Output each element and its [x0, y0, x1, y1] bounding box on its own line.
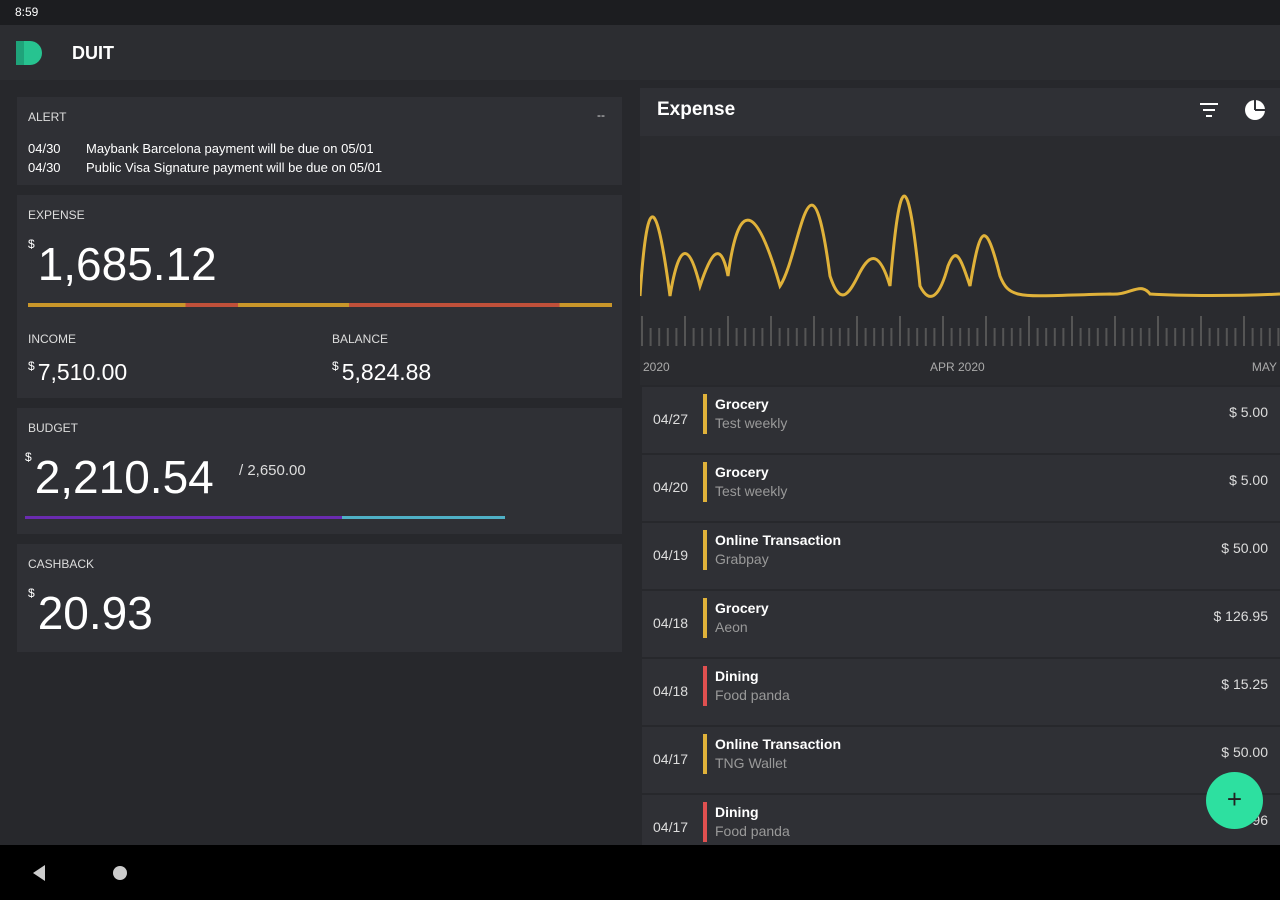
note: Food panda: [715, 823, 790, 839]
amount: $ 50.00: [1221, 540, 1268, 556]
amount: $ 15.25: [1221, 676, 1268, 692]
axis-label: 2020: [643, 360, 670, 374]
category-bar: [703, 598, 707, 638]
alert-card: ALERT -- 04/30 Maybank Barcelona payment …: [17, 97, 622, 185]
nav-bar: [0, 845, 1280, 900]
date: 04/20: [653, 479, 689, 495]
date: 04/17: [653, 819, 689, 835]
nav-buttons[interactable]: [30, 863, 140, 883]
note: Test weekly: [715, 483, 788, 499]
amount: $ 5.00: [1229, 472, 1268, 488]
currency: $: [25, 450, 32, 464]
budget-label: BUDGET: [28, 421, 79, 435]
currency: $: [28, 586, 35, 600]
category: Grocery: [715, 600, 769, 616]
category: Grocery: [715, 396, 769, 412]
budget-card: BUDGET $2,210.54 / 2,650.00: [17, 408, 622, 534]
note: TNG Wallet: [715, 755, 787, 771]
date: 04/27: [653, 411, 689, 427]
expense-sparkline: [640, 194, 1280, 346]
category-bar: [703, 462, 707, 502]
amount: 20.93: [37, 587, 153, 639]
alert-list: 04/30 Maybank Barcelona payment will be d…: [28, 139, 382, 177]
date: 04/19: [653, 547, 689, 563]
note: Aeon: [715, 619, 748, 635]
alert-item: 04/30 Public Visa Signature payment will …: [28, 158, 382, 177]
chart-panel: Expense 2020 APR 2020 MAY: [640, 88, 1280, 385]
axis-label: MAY: [1251, 360, 1277, 374]
category: Online Transaction: [715, 736, 842, 752]
amount: 7,510.00: [37, 359, 128, 385]
cashback-amount: $20.93: [28, 586, 153, 640]
category-bar: [703, 530, 707, 570]
currency: $: [332, 359, 339, 373]
chart-title: Expense: [657, 99, 736, 120]
budget-bar: [25, 516, 505, 519]
category-bar: [703, 394, 707, 434]
balance-label: BALANCE: [332, 332, 389, 346]
amount: 1,685.12: [37, 238, 217, 290]
budget-limit: / 2,650.00: [239, 462, 306, 479]
add-button[interactable]: +: [1206, 772, 1263, 829]
budget-amount: $2,210.54: [25, 450, 214, 504]
transaction-row[interactable]: 04/20 Grocery Test weekly $ 5.00: [642, 455, 1280, 521]
expense-amount: $1,685.12: [28, 237, 217, 291]
currency: $: [28, 359, 35, 373]
time: 8:59: [15, 5, 39, 19]
status-bar: 8:59: [0, 0, 1280, 25]
transaction-row[interactable]: 04/19 Online Transaction Grabpay $ 50.00: [642, 523, 1280, 589]
alert-text: Public Visa Signature payment will be du…: [86, 160, 383, 175]
expense-bar: [28, 303, 612, 307]
alert-item: 04/30 Maybank Barcelona payment will be d…: [28, 139, 382, 158]
axis-label: APR 2020: [930, 360, 985, 374]
balance-amount: $5,824.88: [332, 359, 431, 386]
amount: $ 126.95: [1213, 608, 1269, 624]
category-bar: [703, 734, 707, 774]
app-title: DUIT: [72, 43, 114, 63]
expense-label: EXPENSE: [28, 208, 85, 222]
amount: 5,824.88: [341, 359, 432, 385]
currency: $: [28, 237, 35, 251]
transaction-row[interactable]: 04/18 Grocery Aeon $ 126.95: [642, 591, 1280, 657]
category-bar: [703, 802, 707, 842]
category: Dining: [715, 804, 759, 820]
transaction-row[interactable]: 04/17 Online Transaction TNG Wallet $ 50.00: [642, 727, 1280, 793]
date: 04/18: [653, 683, 689, 699]
category: Grocery: [715, 464, 769, 480]
category-bar: [703, 666, 707, 706]
note: Grabpay: [715, 551, 769, 567]
category: Online Transaction: [715, 532, 842, 548]
date: 04/17: [653, 751, 689, 767]
app-bar: DUIT: [0, 25, 1280, 80]
income-amount: $7,510.00: [28, 359, 127, 386]
note: Food panda: [715, 687, 790, 703]
chart-actions[interactable]: [1198, 98, 1268, 122]
alert-title: ALERT: [28, 110, 67, 124]
alert-date: 04/30: [28, 160, 61, 175]
alert-date: 04/30: [28, 141, 61, 156]
category: Dining: [715, 668, 759, 684]
transaction-row[interactable]: 04/27 Grocery Test weekly $ 5.00: [642, 387, 1280, 453]
amount: 2,210.54: [34, 451, 214, 503]
income-label: INCOME: [28, 332, 76, 346]
summary-card: EXPENSE $1,685.12 INCOME $7,510.00 BALAN…: [17, 195, 622, 398]
transaction-row[interactable]: 04/18 Dining Food panda $ 15.25: [642, 659, 1280, 725]
logo: [16, 41, 42, 65]
amount: $ 5.00: [1229, 404, 1268, 420]
alert-text: Maybank Barcelona payment will be due on…: [86, 141, 374, 156]
amount: $ 50.00: [1221, 744, 1268, 760]
note: Test weekly: [715, 415, 788, 431]
cashback-label: CASHBACK: [28, 557, 95, 571]
alert-menu[interactable]: --: [597, 108, 605, 122]
cashback-card: CASHBACK $20.93: [17, 544, 622, 652]
date: 04/18: [653, 615, 689, 631]
